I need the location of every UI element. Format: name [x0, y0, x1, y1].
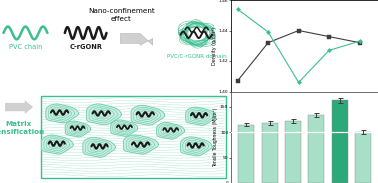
Bar [355, 132, 371, 183]
Polygon shape [87, 104, 121, 125]
Text: Nano-confinement
effect: Nano-confinement effect [88, 8, 155, 22]
Y-axis label: Density (g/cm³): Density (g/cm³) [212, 27, 217, 65]
Polygon shape [46, 104, 78, 123]
X-axis label: Contents (wt%): Contents (wt%) [286, 101, 324, 106]
Y-axis label: Tensile Toughness (MJ/m³): Tensile Toughness (MJ/m³) [213, 108, 218, 167]
Text: Matrix
densification: Matrix densification [0, 121, 45, 135]
Polygon shape [181, 137, 212, 156]
Bar [332, 100, 348, 183]
Bar [238, 125, 254, 183]
Polygon shape [120, 33, 153, 45]
Polygon shape [42, 135, 73, 154]
Bar [308, 115, 324, 183]
Polygon shape [124, 135, 158, 154]
Text: PVC chain: PVC chain [9, 44, 42, 50]
Polygon shape [111, 120, 138, 136]
Polygon shape [131, 105, 164, 125]
Bar [285, 121, 301, 183]
Polygon shape [65, 121, 91, 137]
Polygon shape [83, 137, 115, 157]
Bar [40, 96, 226, 178]
Text: C-rGONR: C-rGONR [69, 44, 102, 50]
FancyArrowPatch shape [5, 100, 33, 114]
Bar [262, 123, 277, 183]
Polygon shape [157, 122, 184, 139]
Text: PVC/C-rGONR domain: PVC/C-rGONR domain [167, 54, 226, 59]
Polygon shape [186, 107, 216, 125]
